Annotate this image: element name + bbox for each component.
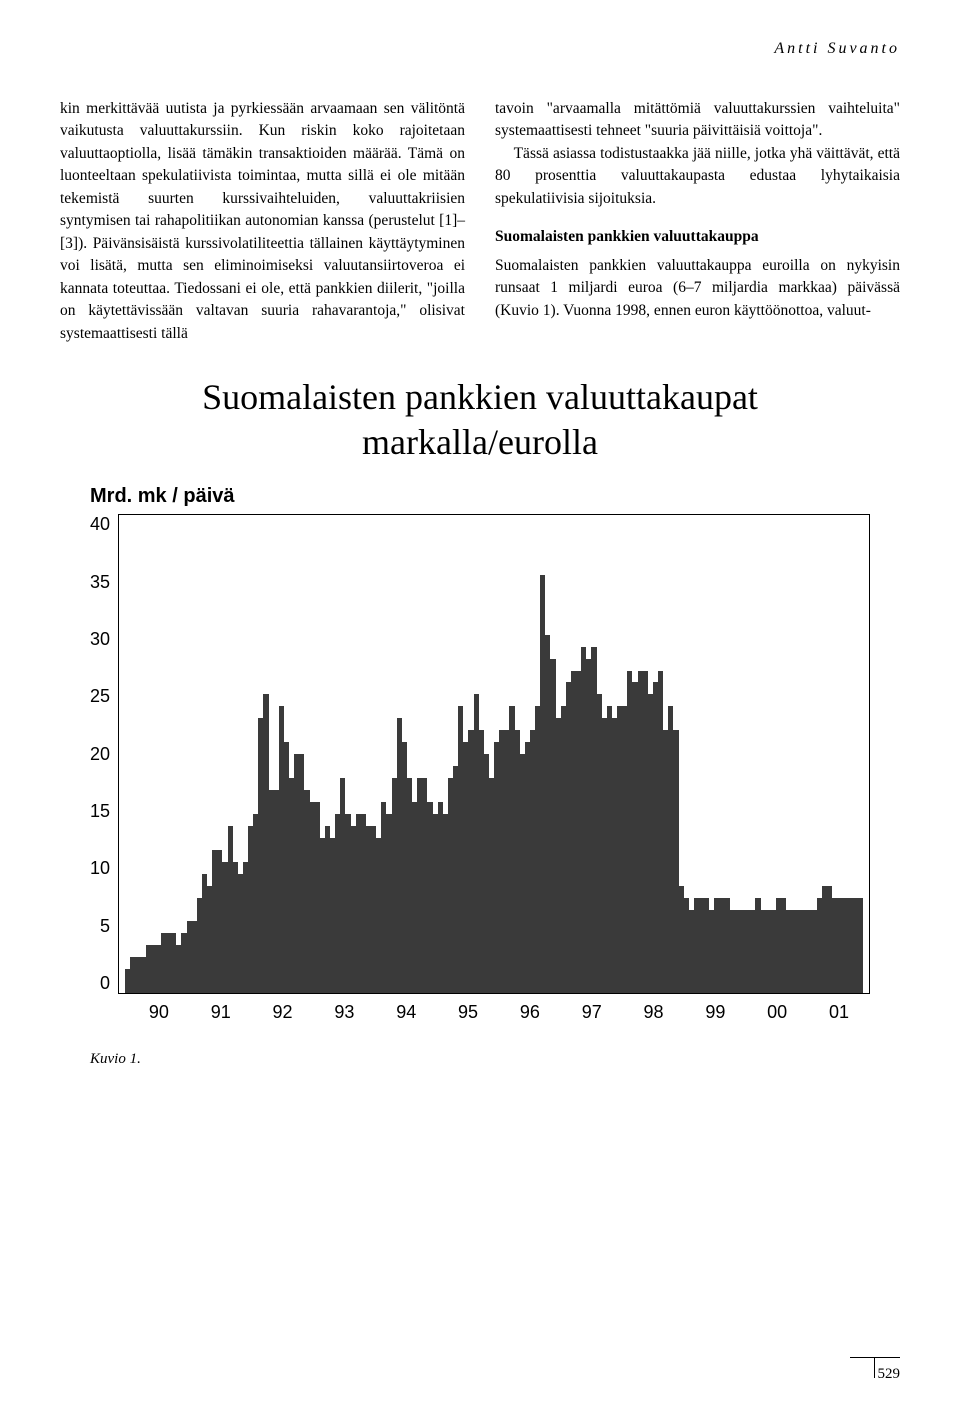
x-tick: 98 (623, 1002, 685, 1023)
x-tick: 01 (808, 1002, 870, 1023)
x-axis: 909192939495969798990001 (128, 1002, 870, 1023)
x-tick: 94 (375, 1002, 437, 1023)
y-tick: 35 (90, 572, 110, 593)
x-tick: 99 (684, 1002, 746, 1023)
chart-plot (118, 514, 870, 994)
page-number: 529 (878, 1366, 901, 1383)
y-tick: 25 (90, 686, 110, 707)
x-tick: 96 (499, 1002, 561, 1023)
body-columns: kin merkittävää uutista ja pyrkiessään a… (60, 98, 900, 345)
right-paragraph-1: tavoin "arvaamalla mitättömiä valuuttaku… (495, 98, 900, 143)
x-tick: 97 (561, 1002, 623, 1023)
y-tick: 10 (90, 858, 110, 879)
chart-title-line-1: Suomalaisten pankkien valuuttakaupat (202, 377, 758, 417)
page-tick (874, 1358, 875, 1378)
right-paragraph-3: Suomalaisten pankkien valuuttakauppa eur… (495, 255, 900, 322)
y-tick: 30 (90, 629, 110, 650)
right-column: tavoin "arvaamalla mitättömiä valuuttaku… (495, 98, 900, 345)
chart-block: Mrd. mk / päivä 4035302520151050 9091929… (60, 485, 900, 1068)
y-tick: 0 (100, 973, 110, 994)
chart-bars (119, 515, 869, 993)
x-tick: 00 (746, 1002, 808, 1023)
x-tick: 95 (437, 1002, 499, 1023)
chart-title-line-2: markalla/eurolla (362, 422, 598, 462)
page-rule (850, 1357, 900, 1358)
section-heading: Suomalaisten pankkien valuuttakauppa (495, 226, 900, 248)
y-tick: 40 (90, 514, 110, 535)
y-axis-label: Mrd. mk / päivä (90, 485, 870, 508)
y-tick: 20 (90, 744, 110, 765)
chart-title: Suomalaisten pankkien valuuttakaupat mar… (60, 375, 900, 465)
chart-caption: Kuvio 1. (90, 1051, 870, 1068)
right-paragraph-2: Tässä asiassa todistustaakka jää niille,… (495, 143, 900, 210)
bar (858, 898, 863, 994)
x-tick: 92 (252, 1002, 314, 1023)
y-tick: 15 (90, 801, 110, 822)
x-tick: 93 (313, 1002, 375, 1023)
left-column: kin merkittävää uutista ja pyrkiessään a… (60, 98, 465, 345)
x-tick: 90 (128, 1002, 190, 1023)
y-axis: 40 35 30 25 20 15 10 5 0 (90, 514, 118, 994)
author-name: Antti Suvanto (60, 40, 900, 58)
left-paragraph: kin merkittävää uutista ja pyrkiessään a… (60, 98, 465, 345)
x-tick: 91 (190, 1002, 252, 1023)
chart-area: 40 35 30 25 20 15 10 5 0 (90, 514, 870, 994)
y-tick: 5 (100, 916, 110, 937)
